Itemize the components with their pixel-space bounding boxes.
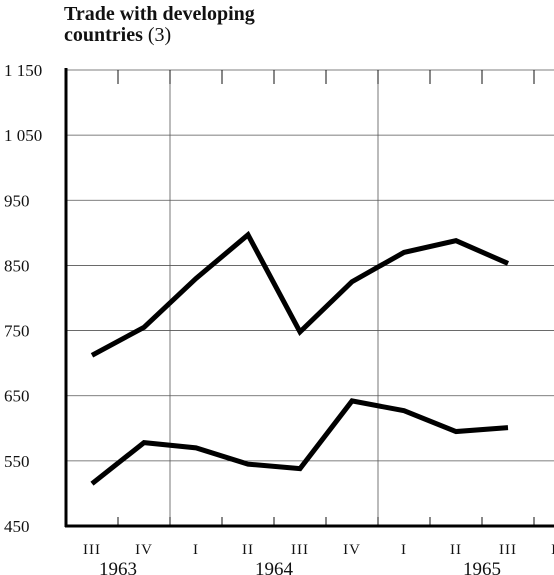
y-tick-label: 550 — [4, 452, 30, 471]
series-line-1 — [90, 230, 510, 358]
x-tick-label: IV — [343, 542, 361, 558]
y-tick-label: 1 050 — [4, 126, 42, 145]
chart-title: Trade with developing countries (3) — [64, 4, 255, 46]
chart-title-line1: Trade with developing — [64, 3, 255, 25]
chart-title-line2: countries — [64, 24, 143, 46]
x-tick-label: II — [242, 542, 254, 558]
x-tick-label: III — [83, 542, 101, 558]
x-tick-label: IV — [135, 542, 153, 558]
year-label: 1963 — [99, 559, 137, 575]
series-line-2 — [90, 398, 509, 486]
y-tick-label: 1 150 — [4, 61, 42, 80]
x-tick-label: IV — [551, 542, 554, 558]
y-tick-label: 950 — [4, 191, 30, 210]
y-tick-label: 650 — [4, 387, 30, 406]
y-tick-label: 750 — [4, 322, 30, 341]
y-tick-label: 450 — [4, 517, 30, 536]
x-tick-label: II — [450, 542, 462, 558]
year-label: 1965 — [463, 559, 501, 575]
x-tick-label: III — [291, 542, 309, 558]
chart-title-note: (3) — [147, 24, 172, 46]
x-tick-label: I — [193, 542, 199, 558]
year-label: 1964 — [255, 559, 294, 575]
y-tick-label: 850 — [4, 256, 30, 275]
x-tick-label: I — [401, 542, 407, 558]
x-tick-label: III — [499, 542, 517, 558]
